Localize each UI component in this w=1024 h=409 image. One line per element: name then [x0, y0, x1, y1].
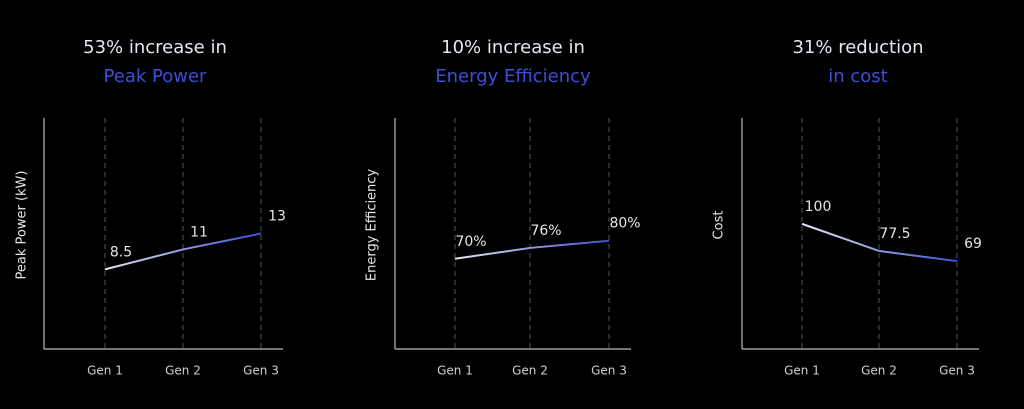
x-tick-label: Gen 1 [784, 364, 820, 378]
title-line: 31% reduction [792, 37, 923, 58]
title-line: in cost [828, 66, 887, 87]
x-tick-label: Gen 3 [243, 364, 279, 378]
data-label: 80% [609, 216, 640, 232]
y-axis-label: Energy Efficiency [365, 169, 380, 282]
x-tick-label: Gen 1 [437, 364, 473, 378]
chart-title: 31% reduction in cost [792, 37, 923, 87]
x-tick-label: Gen 2 [861, 364, 897, 378]
data-line [454, 239, 610, 260]
x-tick-label: Gen 1 [87, 364, 123, 378]
data-label: 100 [805, 199, 832, 215]
x-tick-label: Gen 3 [591, 364, 627, 378]
title-line: 53% increase in [83, 37, 227, 58]
x-tick-label: Gen 3 [939, 364, 975, 378]
data-label: 76% [530, 223, 561, 239]
title-line: Energy Efficiency [435, 66, 591, 87]
chart-title: 53% increase in Peak Power [83, 37, 227, 87]
chart-title: 10% increase in Energy Efficiency [435, 37, 591, 87]
data-label: 70% [455, 234, 486, 250]
x-tick-label: Gen 2 [165, 364, 201, 378]
title-line: Peak Power [104, 66, 207, 87]
data-line [801, 222, 958, 263]
y-axis-label: Peak Power (kW) [15, 171, 30, 280]
x-tick-label: Gen 2 [512, 364, 548, 378]
data-label: 8.5 [110, 244, 132, 260]
data-label: 13 [268, 209, 286, 225]
data-label: 11 [190, 224, 208, 240]
y-axis-label: Cost [712, 211, 727, 240]
data-label: 69 [964, 236, 982, 252]
title-line: 10% increase in [441, 37, 585, 58]
data-line [104, 232, 262, 271]
data-label: 77.5 [879, 226, 910, 242]
